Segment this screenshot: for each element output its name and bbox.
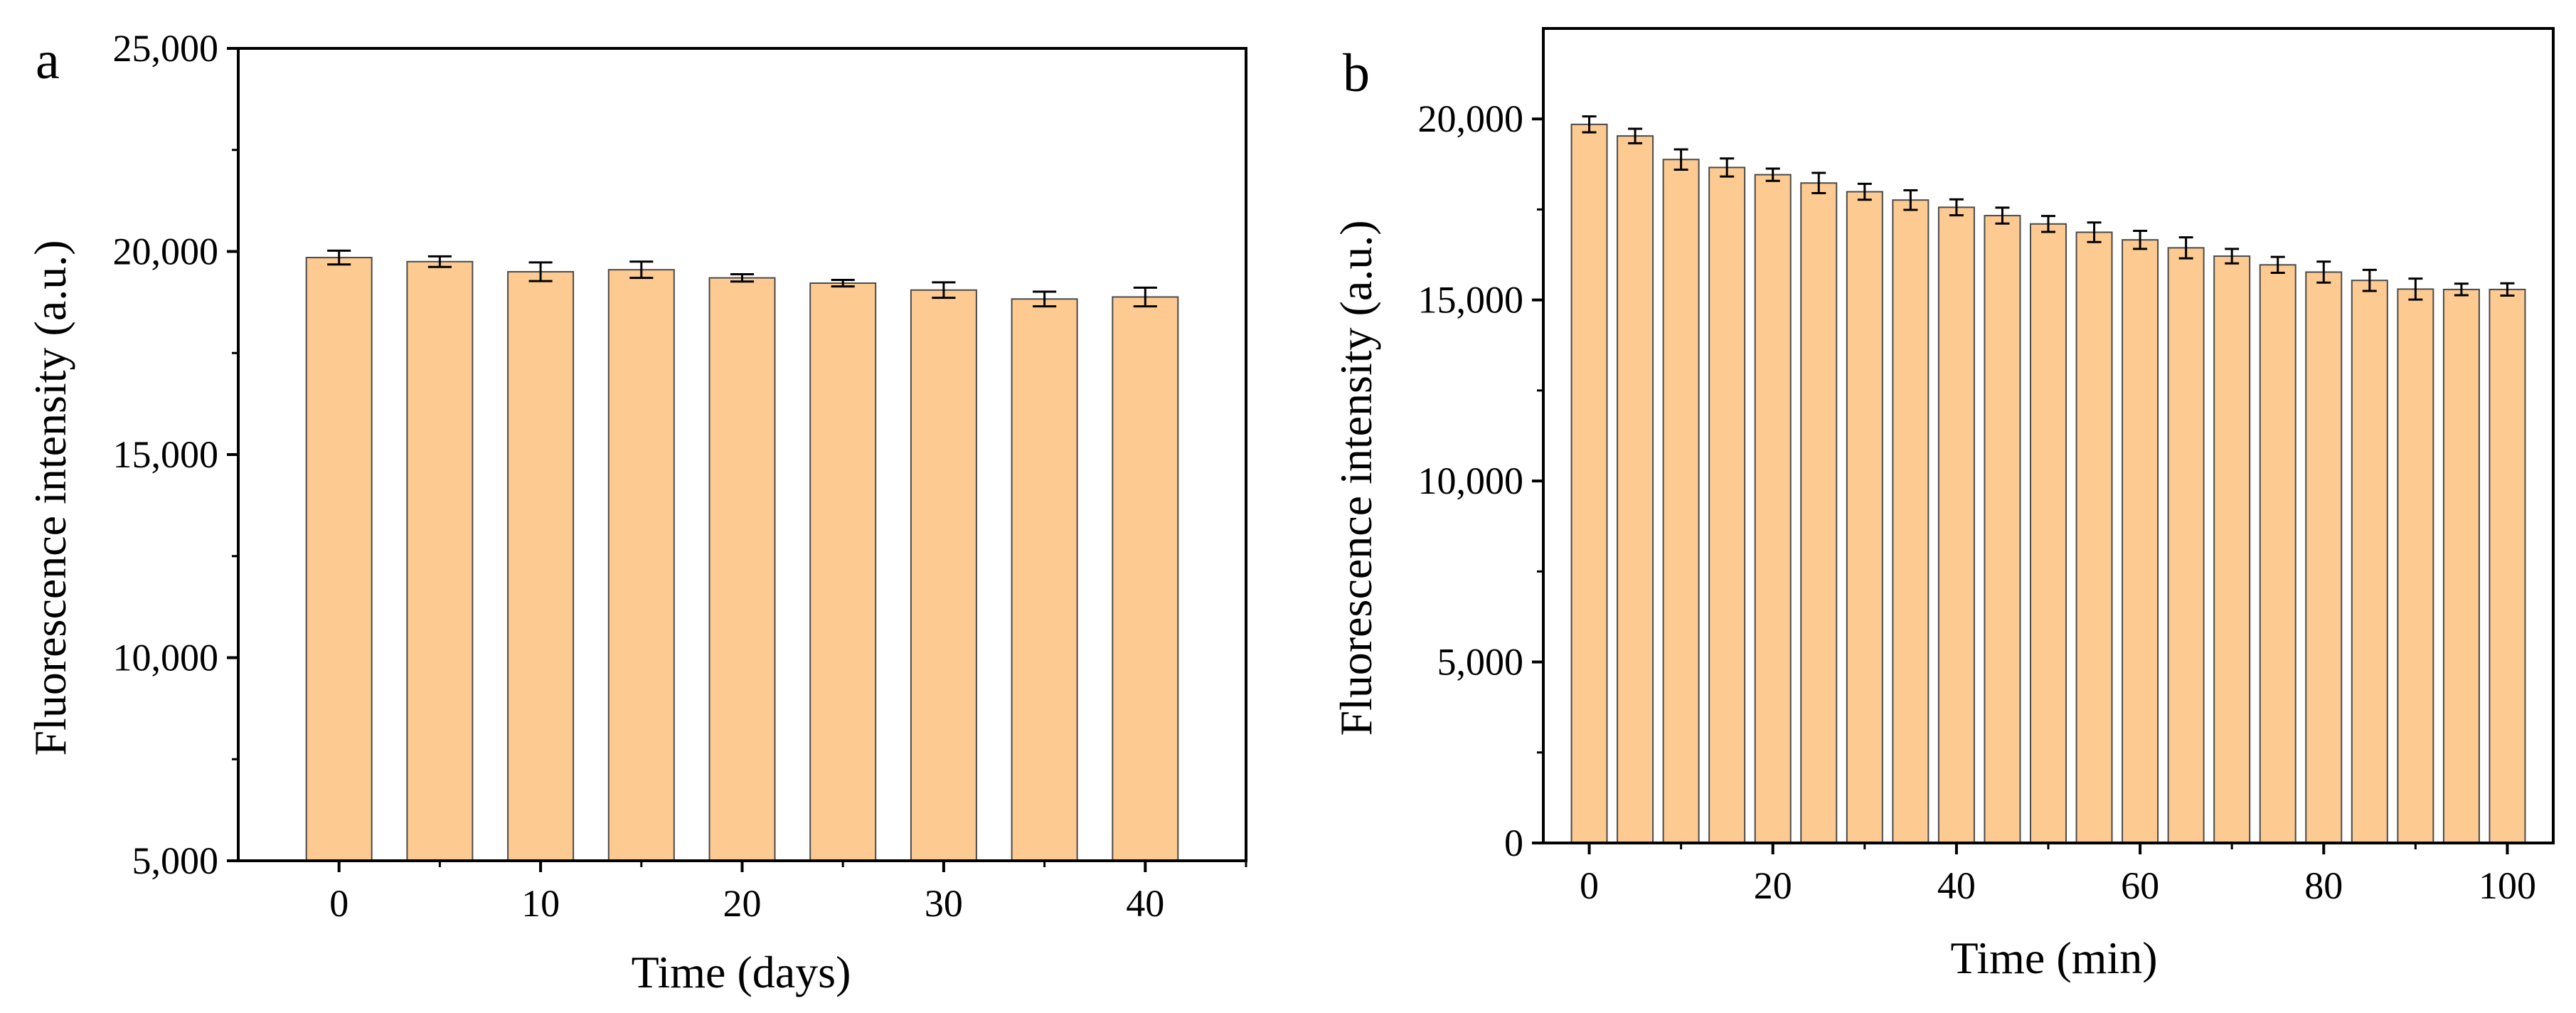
panel-b-x-tick-label: 60 (2121, 864, 2159, 907)
panel-a-x-tick-label: 10 (521, 882, 560, 925)
panel-a-bar (507, 271, 575, 861)
panel-b-bar (2122, 239, 2159, 844)
panel-b-y-tick-label: 5,000 (1437, 641, 1524, 684)
panel-a-bar (708, 277, 776, 861)
panel-b-y-tick-label: 20,000 (1418, 97, 1524, 140)
panel-a-x-tick-label: 40 (1126, 882, 1164, 925)
panel-b-bar (1846, 191, 1883, 844)
panel-b-bar (1984, 215, 2021, 844)
panel-b-bar (2075, 231, 2113, 844)
chart-panel-a: a Time (days) Fluorescence intensity (a.… (25, 27, 1247, 997)
panel-b-bar (2489, 288, 2526, 844)
panel-a-x-tick-label: 0 (329, 882, 348, 925)
panel-b-bar (2030, 223, 2067, 844)
panel-b-y-tick-label: 0 (1504, 822, 1523, 864)
panel-a-bar (305, 257, 373, 861)
panel-b-x-tick-label: 100 (2479, 864, 2536, 907)
panel-b-x-tick-label: 0 (1580, 864, 1599, 907)
panel-a-y-tick-label: 25,000 (113, 27, 219, 70)
panel-a-bar (910, 289, 977, 861)
panel-a-x-tick-label: 20 (723, 882, 762, 925)
panel-b-bar (2397, 288, 2434, 844)
panel-b-bar (1937, 206, 1975, 844)
panel-b-letter: b (1343, 43, 1370, 103)
chart-panel-b: b Time (min) Fluorescence intensity (a.u… (1331, 27, 2555, 983)
panel-b-bar (1570, 123, 1608, 844)
panel-a-letter: a (36, 31, 60, 90)
panel-b-bar (2167, 247, 2205, 844)
panel-a-y-axis-label: Fluorescence intensity (a.u.) (25, 240, 75, 755)
panel-b-bar (2351, 280, 2388, 844)
panel-b-bar (1662, 159, 1700, 844)
panel-b-bar (2305, 271, 2343, 844)
panel-b-bar (1754, 174, 1792, 844)
panel-a-bar (1112, 296, 1179, 861)
panel-b-y-tick-label: 15,000 (1418, 279, 1524, 322)
panel-a-bar (607, 269, 675, 861)
panel-a-bar (809, 282, 877, 861)
panel-b-bar (1892, 199, 1930, 844)
panel-b-x-tick-label: 40 (1937, 864, 1976, 907)
panel-a-y-tick-label: 10,000 (113, 637, 219, 679)
panel-b-y-axis-label: Fluorescence intensity (a.u.) (1331, 220, 1381, 736)
panel-a-x-axis-label: Time (days) (632, 947, 851, 997)
panel-b-x-axis-label: Time (min) (1951, 933, 2158, 983)
panel-a-x-tick-label: 30 (925, 882, 963, 925)
panel-b-bar (1617, 135, 1654, 844)
panel-b-x-tick-label: 20 (1754, 864, 1792, 907)
panel-a-y-tick-label: 20,000 (113, 230, 219, 273)
panel-a-bar (406, 260, 474, 861)
panel-b-bar (2259, 264, 2296, 844)
panel-a-bar (1011, 298, 1078, 861)
panel-b-bar (1708, 166, 1746, 844)
panel-a-y-tick-label: 15,000 (113, 433, 219, 476)
panel-b-bar (1800, 182, 1838, 844)
panel-a-y-tick-label: 5,000 (132, 839, 219, 882)
panel-b-bar (2213, 255, 2251, 844)
panel-b-x-tick-label: 80 (2304, 864, 2343, 907)
panel-b-bar (2442, 288, 2480, 844)
panel-b-y-tick-label: 10,000 (1418, 460, 1524, 502)
